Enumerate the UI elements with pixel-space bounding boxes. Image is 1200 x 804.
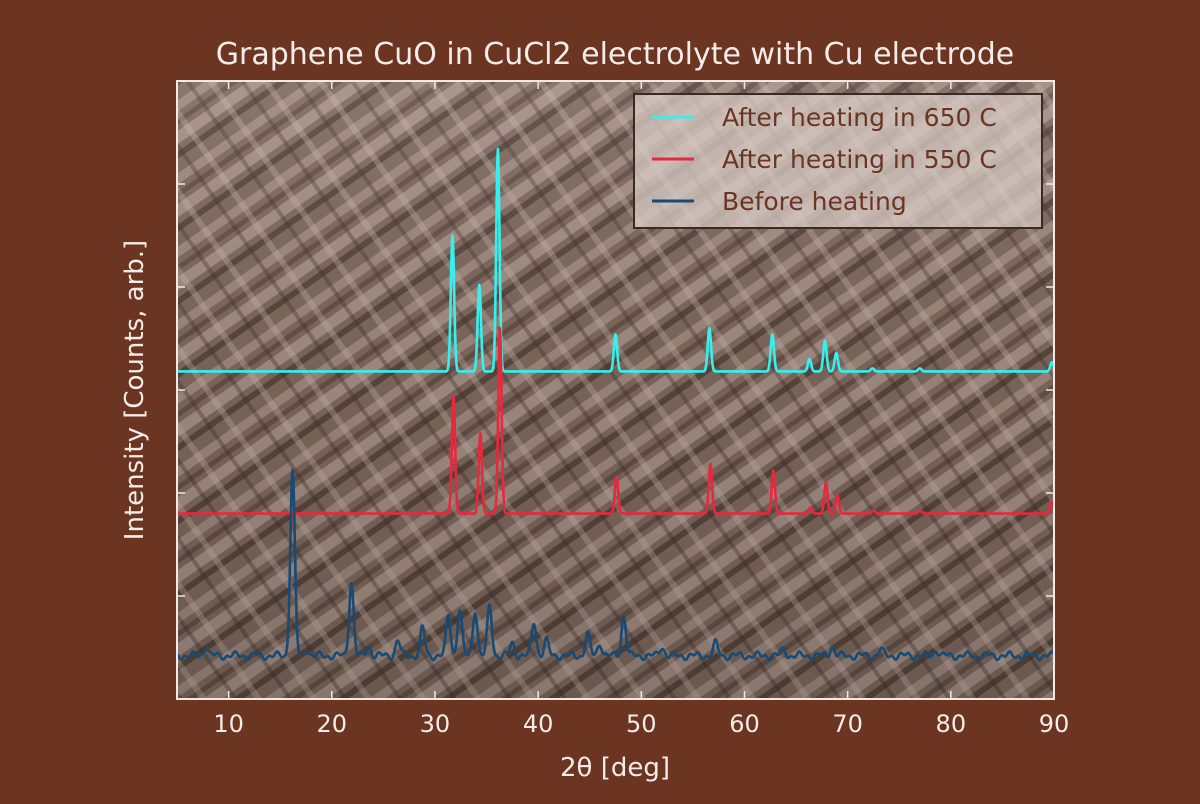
x-tick-label: 20 — [316, 710, 347, 738]
legend-label: After heating in 650 C — [722, 103, 997, 132]
x-tick-label: 50 — [626, 710, 657, 738]
legend-label: Before heating — [722, 187, 907, 216]
series-line — [177, 147, 1054, 373]
x-tick-label: 30 — [420, 710, 451, 738]
series-line — [177, 468, 1054, 662]
legend-box — [633, 93, 1043, 229]
series-line — [177, 326, 1054, 515]
x-tick-label: 40 — [523, 710, 554, 738]
legend-label: After heating in 550 C — [722, 145, 997, 174]
x-tick-label: 70 — [832, 710, 863, 738]
chart-title: Graphene CuO in CuCl2 electrolyte with C… — [216, 37, 1014, 72]
x-tick-label: 10 — [213, 710, 244, 738]
x-tick-label: 80 — [936, 710, 967, 738]
x-axis-label: 2θ [deg] — [560, 753, 670, 783]
x-tick-label: 90 — [1039, 710, 1070, 738]
legend: After heating in 650 C After heating in 5… — [633, 93, 1043, 229]
y-axis-label: Intensity [Counts, arb.] — [120, 240, 150, 540]
x-tick-label: 60 — [729, 710, 760, 738]
